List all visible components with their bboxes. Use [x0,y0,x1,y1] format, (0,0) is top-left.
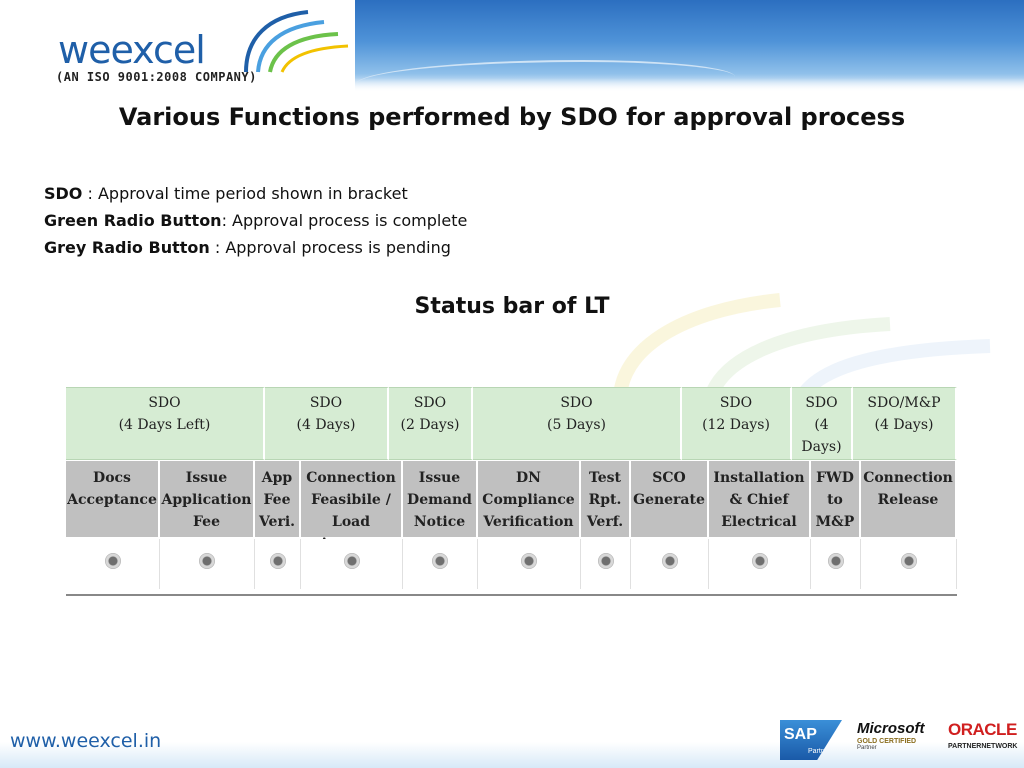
status-radio-icon[interactable] [432,553,448,569]
function-cell: Installation & Chief Electrical [709,461,811,537]
status-radio-icon[interactable] [521,553,537,569]
radio-cell [160,539,255,589]
header-gradient-band [355,0,1024,92]
sap-logo-text: SAP [784,726,817,743]
function-cell: SCO Generate [631,461,709,537]
oracle-logo-text: ORACLE [948,720,1017,739]
legend-desc: : Approval process is pending [209,238,451,257]
radio-cell [861,539,957,589]
table-bottom-rule [66,594,957,596]
status-radio-icon[interactable] [343,553,360,569]
footer-website-link[interactable]: www.weexcel.in [10,730,162,752]
function-cell: Issue Application Fee [160,461,255,537]
function-cell: Connection Release [861,461,957,537]
sdo-cell: SDO (4 Days) [792,387,853,460]
legend-term: SDO [44,184,83,203]
sap-logo-sub: Partner [808,748,831,755]
status-radio-icon[interactable] [269,553,286,569]
radio-cell [811,539,861,589]
radio-cell [255,539,301,589]
legend-item-green: Green Radio Button: Approval process is … [44,207,467,234]
legend-desc: : Approval process is complete [221,211,468,230]
status-heading: Status bar of LT [414,294,610,319]
sdo-cell: SDO/M&P (4 Days) [853,387,957,460]
company-logo: weexcel (AN ISO 9001:2008 COMPANY) [56,8,358,88]
status-radio-icon[interactable] [751,553,768,569]
function-cell: Issue Demand Notice [403,461,478,537]
legend-item-sdo: SDO : Approval time period shown in brac… [44,180,467,207]
legend-item-grey: Grey Radio Button : Approval process is … [44,234,467,261]
function-cell: Test Rpt. Verf. [581,461,631,537]
sdo-cell: SDO (5 Days) [473,387,682,460]
microsoft-gold-logo: Microsoft GOLD CERTIFIED Partner [857,720,937,762]
radio-cell [478,539,581,589]
sdo-row: SDO (4 Days Left) SDO (4 Days) SDO (2 Days)… [66,387,957,460]
sdo-cell: SDO (4 Days Left) [66,387,265,460]
header-curve [355,60,735,102]
radio-cell [66,539,160,589]
sdo-cell: SDO (2 Days) [389,387,473,460]
microsoft-logo-text: Microsoft [857,720,925,737]
status-radio-icon[interactable] [661,553,678,569]
footer-band [0,742,1024,768]
sdo-cell: SDO (12 Days) [682,387,792,460]
radio-row [66,539,957,589]
logo-subtitle: (AN ISO 9001:2008 COMPANY) [56,70,257,84]
oracle-partner-logo: ORACLE PARTNERNETWORK [948,720,1018,762]
radio-cell [709,539,811,589]
function-cell: DN Compliance Verification [478,461,581,537]
radio-cell [631,539,709,589]
footer: www.weexcel.in SAP Partner Microsoft GOL… [0,714,1024,768]
function-cell: FWD to M&P [811,461,861,537]
status-radio-icon[interactable] [597,553,614,569]
legend-desc: : Approval time period shown in bracket [82,184,408,203]
radio-cell [301,539,403,589]
radio-cell [581,539,631,589]
status-radio-icon[interactable] [900,553,917,569]
legend-term: Green Radio Button [44,211,222,230]
logo-wordmark: weexcel [58,28,206,72]
microsoft-logo-sub: GOLD CERTIFIED [857,738,917,745]
microsoft-logo-sub2: Partner [857,745,877,751]
legend-term: Grey Radio Button [44,238,210,257]
status-radio-icon[interactable] [104,553,121,569]
oracle-logo-sub: PARTNERNETWORK [948,743,1018,750]
function-cell: Docs Acceptance [66,461,160,537]
status-radio-icon[interactable] [827,553,844,569]
legend: SDO : Approval time period shown in brac… [44,180,467,261]
page-title: Various Functions performed by SDO for a… [118,103,906,131]
function-row: Docs Acceptance Issue Application Fee App Fe… [66,461,957,552]
function-cell: App Fee Veri. [255,461,301,537]
status-radio-icon[interactable] [199,553,215,569]
sdo-cell: SDO (4 Days) [265,387,389,460]
radio-cell [403,539,478,589]
logo-swoosh-icon [244,10,349,73]
